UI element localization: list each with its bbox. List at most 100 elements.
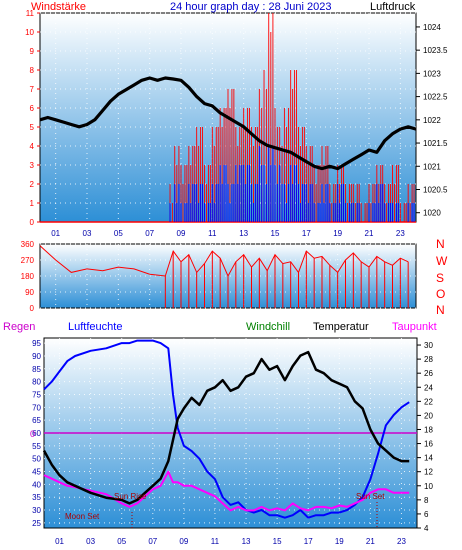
pressure-tick-label: 1021 bbox=[423, 162, 441, 171]
humidity-series bbox=[43, 339, 410, 519]
humidity-tick-label: 40 bbox=[32, 480, 41, 489]
pressure-tick-label: 1024 bbox=[423, 23, 441, 32]
taupunkt-label: Taupunkt bbox=[392, 321, 437, 333]
sun-set-label: Sun Set bbox=[356, 492, 385, 501]
wind-tick-label: 4 bbox=[30, 142, 35, 151]
hour-tick-label-bottom: 11 bbox=[211, 537, 220, 546]
pressure-series bbox=[39, 76, 417, 171]
temp-tick-label: 26 bbox=[424, 369, 433, 378]
pressure-line bbox=[39, 76, 417, 171]
compass-o: O bbox=[436, 287, 445, 301]
direction-tick-label: 180 bbox=[21, 272, 35, 281]
humidity-tick-label: 25 bbox=[32, 519, 41, 528]
pressure-tick-label: 1020 bbox=[423, 209, 441, 218]
humidity-tick-label: 75 bbox=[32, 390, 41, 399]
wind-tick-label: 5 bbox=[30, 123, 35, 132]
temp-tick-label: 4 bbox=[424, 524, 429, 533]
compass-s: S bbox=[436, 271, 444, 285]
bottom-axes: 25 30 35 40 45 50 55 60 65 70 75 80 85 90 95 4 6 8 10 12 14 1… bbox=[32, 339, 433, 546]
luftdruck-label: Luftdruck bbox=[370, 1, 416, 13]
wind-tick-label: 7 bbox=[30, 85, 35, 94]
hour-tick-label: 11 bbox=[208, 229, 217, 238]
hour-tick-label-bottom: 07 bbox=[148, 537, 157, 546]
temp-tick-label: 28 bbox=[424, 355, 433, 364]
temp-tick-label: 14 bbox=[424, 454, 433, 463]
wind-tick-label: 6 bbox=[30, 104, 35, 113]
direction-tick-label: 360 bbox=[21, 240, 35, 249]
hour-tick-label-bottom: 15 bbox=[273, 537, 282, 546]
wind-tick-label: 10 bbox=[25, 28, 34, 37]
humidity-tick-label: 90 bbox=[32, 352, 41, 361]
humidity-tick-label: 50 bbox=[32, 455, 41, 464]
humidity-tick-label: 70 bbox=[32, 403, 41, 412]
hour-tick-label: 19 bbox=[333, 229, 342, 238]
direction-axes: 0 90 180 270 360 bbox=[21, 240, 35, 313]
temperatur-label: Temperatur bbox=[313, 321, 369, 333]
humidity-tick-label: 35 bbox=[32, 493, 41, 502]
temp-tick-label: 30 bbox=[424, 341, 433, 350]
temp-tick-label: 6 bbox=[424, 510, 429, 519]
hour-tick-label: 13 bbox=[239, 229, 248, 238]
direction-tick-label: 90 bbox=[25, 288, 34, 297]
humidity-tick-label: 65 bbox=[32, 416, 41, 425]
bottom-lines bbox=[42, 339, 417, 519]
direction-tick-label: 270 bbox=[21, 256, 35, 265]
windchill-label: Windchill bbox=[246, 321, 290, 333]
humidity-tick-label: 80 bbox=[32, 378, 41, 387]
pressure-tick-label: 1022.5 bbox=[423, 93, 448, 102]
hour-tick-label: 17 bbox=[302, 229, 311, 238]
compass-w: W bbox=[436, 254, 448, 268]
hour-tick-label-bottom: 09 bbox=[179, 537, 188, 546]
sun-rise-label: Sun Rise bbox=[114, 492, 147, 501]
top-axes: 0123456789101110201020.510211021.5102210… bbox=[25, 9, 448, 238]
hour-tick-label: 03 bbox=[83, 229, 92, 238]
hour-tick-label: 21 bbox=[365, 229, 374, 238]
temperature-series bbox=[42, 350, 410, 505]
wind-tick-label: 1 bbox=[30, 199, 35, 208]
pressure-tick-label: 1022 bbox=[423, 116, 441, 125]
wind-tick-label: 11 bbox=[26, 9, 35, 18]
pressure-tick-label: 1023 bbox=[423, 69, 441, 78]
wind-tick-label: 2 bbox=[30, 180, 35, 189]
temp-tick-label: 12 bbox=[424, 468, 433, 477]
humidity-tick-label: 95 bbox=[32, 339, 41, 348]
humidity-tick-label: 55 bbox=[32, 442, 41, 451]
wind-tick-label: 9 bbox=[30, 47, 35, 56]
wind-tick-label: 8 bbox=[30, 66, 35, 75]
wind-tick-label: 3 bbox=[30, 161, 35, 170]
temp-tick-label: 18 bbox=[424, 425, 433, 434]
hour-tick-label: 23 bbox=[396, 229, 405, 238]
chart-title: 24 hour graph day : 28 Juni 2023 bbox=[170, 1, 331, 13]
moon-set-label: Moon Set bbox=[65, 512, 100, 521]
hour-tick-label: 07 bbox=[145, 229, 154, 238]
regen-zero-label: 0 bbox=[30, 429, 35, 439]
luftfeuchte-label: Luftfeuchte bbox=[68, 321, 122, 333]
hour-tick-label: 09 bbox=[177, 229, 186, 238]
pressure-tick-label: 1023.5 bbox=[423, 46, 448, 55]
pressure-tick-label: 1021.5 bbox=[423, 139, 448, 148]
humidity-tick-label: 30 bbox=[32, 506, 41, 515]
hour-tick-label-bottom: 05 bbox=[117, 537, 126, 546]
temp-tick-label: 22 bbox=[424, 397, 433, 406]
pressure-tick-label: 1020.5 bbox=[423, 185, 448, 194]
hour-tick-label-bottom: 01 bbox=[55, 537, 64, 546]
temp-tick-label: 10 bbox=[424, 482, 433, 491]
windstaerke-label: Windstärke bbox=[31, 1, 86, 13]
compass-n-top: N bbox=[436, 237, 445, 251]
hour-tick-label: 05 bbox=[114, 229, 123, 238]
hour-tick-label-bottom: 19 bbox=[335, 537, 344, 546]
direction-tick-label: 0 bbox=[30, 304, 35, 313]
dewpoint-series bbox=[43, 470, 410, 512]
hour-tick-label-bottom: 21 bbox=[366, 537, 375, 546]
hour-tick-label-bottom: 23 bbox=[397, 537, 406, 546]
temp-tick-label: 8 bbox=[424, 496, 429, 505]
temp-tick-label: 20 bbox=[424, 411, 433, 420]
regen-label: Regen bbox=[3, 321, 35, 333]
humidity-tick-label: 85 bbox=[32, 365, 41, 374]
hour-tick-label-bottom: 13 bbox=[242, 537, 251, 546]
compass-n-bottom: N bbox=[436, 303, 445, 317]
wind-tick-label: 0 bbox=[30, 218, 35, 227]
direction-marks bbox=[39, 245, 409, 308]
temp-tick-label: 16 bbox=[424, 440, 433, 449]
